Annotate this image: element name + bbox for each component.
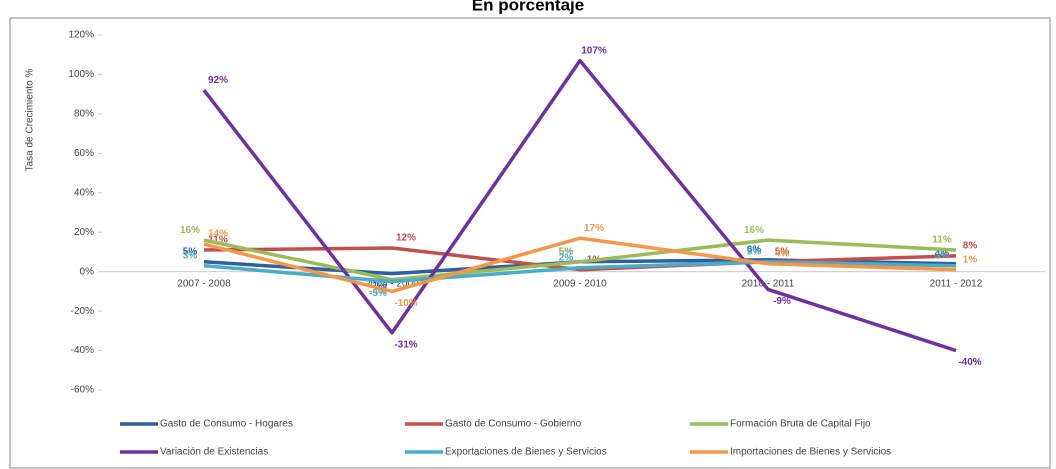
data-label: 1% (963, 254, 978, 265)
data-label: 5% (747, 246, 762, 257)
chart-frame (9, 17, 1051, 469)
data-label: 16% (180, 225, 200, 236)
x-tick-label: 2009 - 2010 (553, 278, 607, 289)
data-label: -40% (958, 357, 981, 368)
legend-label: Variación de Existencias (160, 447, 268, 458)
data-label: -4% (369, 286, 387, 297)
y-tick-label: 100% (68, 69, 94, 80)
data-label: 5% (183, 246, 198, 257)
y-tick-label: 0% (80, 266, 95, 277)
legend-label: Exportaciones de Bienes y Servicios (445, 447, 607, 458)
data-label: 4% (775, 248, 790, 259)
x-tick-label: 2008 - 2009 (365, 278, 419, 289)
y-tick-label: 80% (74, 109, 94, 120)
data-label: 5% (559, 246, 574, 257)
series-line (203, 246, 957, 272)
data-label: 11% (932, 235, 952, 246)
data-label: 14% (208, 229, 228, 240)
series-line (203, 236, 957, 294)
data-label: -9% (773, 296, 791, 307)
x-tick-label: 2011 - 2012 (930, 278, 983, 289)
legend-label: Gasto de Consumo - Gobierno (445, 419, 582, 430)
data-label: 4% (935, 248, 950, 259)
data-label: 3% (183, 250, 198, 261)
data-label: -1% (369, 280, 387, 291)
legend-label: Gasto de Consumo - Hogares (160, 419, 293, 430)
y-tick-label: 120% (68, 30, 94, 41)
data-label: -10% (394, 298, 417, 309)
chart-title: En porcentaje (472, 0, 584, 14)
data-label: 11% (208, 235, 228, 246)
series-line (203, 238, 957, 282)
data-label: 107% (581, 45, 607, 56)
y-tick-label: 20% (74, 227, 94, 238)
data-label: 16% (744, 225, 764, 236)
data-label: 5% (559, 246, 574, 257)
data-label: -5% (369, 288, 387, 299)
series-line (202, 58, 957, 353)
data-label: 3% (935, 250, 950, 261)
y-tick-label: 40% (74, 187, 94, 198)
data-label: 92% (208, 75, 228, 86)
x-tick-label: 2007 - 2008 (177, 278, 231, 289)
y-tick-label: -20% (71, 306, 94, 317)
y-tick-label: -60% (71, 385, 94, 396)
y-tick-label: -40% (71, 345, 94, 356)
data-label: 2% (559, 252, 574, 263)
x-tick-label: 2010 - 2011 (742, 278, 795, 289)
data-label: 6% (747, 244, 762, 255)
legend-label: Formación Bruta de Capital Fijo (730, 419, 871, 430)
data-label: 5% (775, 246, 790, 257)
data-label: 17% (584, 223, 604, 234)
y-axis-label: Tasa de Crecimiento % (25, 68, 36, 171)
data-label: 12% (396, 233, 416, 244)
data-label: 8% (963, 241, 978, 252)
y-tick-label: 60% (74, 148, 94, 159)
legend-label: Importaciones de Bienes y Servicios (730, 447, 891, 458)
data-label: -31% (394, 339, 417, 350)
